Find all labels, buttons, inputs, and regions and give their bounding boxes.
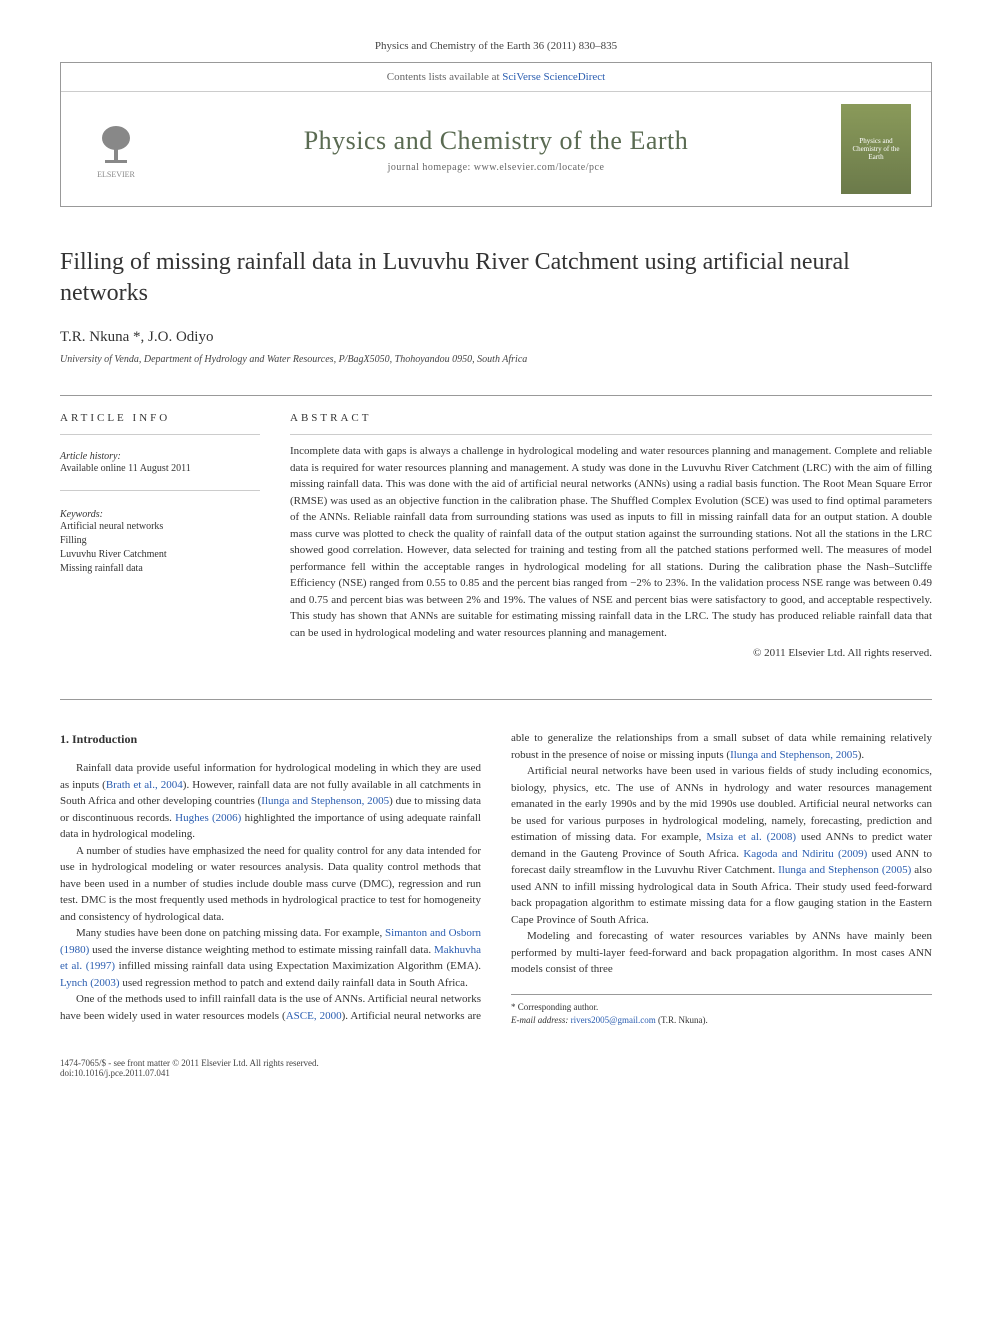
journal-reference: Physics and Chemistry of the Earth 36 (2… — [60, 40, 932, 52]
ref-msiza-2008[interactable]: Msiza et al. (2008) — [706, 831, 796, 843]
p3d: used regression method to patch and exte… — [120, 977, 468, 989]
journal-cover-thumbnail: Physics and Chemistry of the Earth — [841, 104, 911, 194]
abstract-copyright: © 2011 Elsevier Ltd. All rights reserved… — [290, 647, 932, 659]
ref-kagoda-2009[interactable]: Kagoda and Ndiritu (2009) — [743, 848, 867, 860]
homepage-url[interactable]: www.elsevier.com/locate/pce — [474, 162, 605, 173]
sciencedirect-link[interactable]: SciVerse ScienceDirect — [502, 71, 605, 83]
keyword-item: Artificial neural networks — [60, 520, 260, 534]
section-1-title: 1. Introduction — [60, 730, 481, 748]
author-email-link[interactable]: rivers2005@gmail.com — [571, 1015, 656, 1025]
body-text: 1. Introduction Rainfall data provide us… — [60, 730, 932, 1028]
contents-available-line: Contents lists available at SciVerse Sci… — [61, 63, 931, 92]
affiliation: University of Venda, Department of Hydro… — [60, 354, 932, 365]
front-matter-line: 1474-7065/$ - see front matter © 2011 El… — [60, 1058, 319, 1068]
abstract-block: ABSTRACT Incomplete data with gaps is al… — [290, 412, 932, 659]
article-history-label: Article history: — [60, 451, 260, 462]
journal-header: Contents lists available at SciVerse Sci… — [60, 62, 932, 207]
info-abstract-row: ARTICLE INFO Article history: Available … — [60, 395, 932, 659]
p3a: Many studies have been done on patching … — [76, 927, 385, 939]
p3b: used the inverse distance weighting meth… — [89, 944, 434, 956]
article-title: Filling of missing rainfall data in Luvu… — [60, 247, 932, 309]
ref-asce-2000[interactable]: ASCE, 2000 — [286, 1010, 342, 1022]
article-history-text: Available online 11 August 2011 — [60, 462, 260, 476]
doi-line: doi:10.1016/j.pce.2011.07.041 — [60, 1068, 319, 1078]
page-footer: 1474-7065/$ - see front matter © 2011 El… — [60, 1058, 932, 1078]
keyword-item: Missing rainfall data — [60, 562, 260, 576]
journal-title: Physics and Chemistry of the Earth — [151, 126, 841, 156]
journal-homepage: journal homepage: www.elsevier.com/locat… — [151, 162, 841, 173]
elsevier-label: ELSEVIER — [97, 170, 135, 179]
p3c: infilled missing rainfall data using Exp… — [115, 960, 481, 972]
journal-row: ELSEVIER Physics and Chemistry of the Ea… — [61, 92, 931, 206]
journal-title-block: Physics and Chemistry of the Earth journ… — [151, 126, 841, 173]
p6: Modeling and forecasting of water resour… — [511, 928, 932, 978]
section-divider — [60, 699, 932, 700]
ref-ilunga-2005-b[interactable]: Ilunga and Stephenson, 2005 — [730, 749, 858, 761]
corresponding-author-label: * Corresponding author. — [511, 1001, 932, 1015]
p2: A number of studies have emphasized the … — [60, 843, 481, 926]
ref-hughes-2006[interactable]: Hughes (2006) — [175, 812, 241, 824]
elsevier-tree-icon — [91, 120, 141, 170]
authors: T.R. Nkuna *, J.O. Odiyo — [60, 329, 932, 346]
ref-lynch-2003[interactable]: Lynch (2003) — [60, 977, 120, 989]
article-info-heading: ARTICLE INFO — [60, 412, 260, 424]
footer-left: 1474-7065/$ - see front matter © 2011 El… — [60, 1058, 319, 1078]
footnote-block: * Corresponding author. E-mail address: … — [511, 994, 932, 1028]
keyword-item: Filling — [60, 534, 260, 548]
article-info: ARTICLE INFO Article history: Available … — [60, 412, 260, 659]
elsevier-logo: ELSEVIER — [81, 114, 151, 184]
abstract-text: Incomplete data with gaps is always a ch… — [290, 443, 932, 641]
homepage-prefix: journal homepage: — [388, 162, 474, 173]
email-label: E-mail address: — [511, 1015, 571, 1025]
keyword-item: Luvuvhu River Catchment — [60, 548, 260, 562]
keywords-block: Keywords: Artificial neural networks Fil… — [60, 490, 260, 576]
abstract-heading: ABSTRACT — [290, 412, 932, 424]
keywords-label: Keywords: — [60, 509, 260, 520]
ref-brath-2004[interactable]: Brath et al., 2004 — [106, 779, 183, 791]
ref-ilunga-2005-a[interactable]: Ilunga and Stephenson, 2005 — [261, 795, 389, 807]
email-name: (T.R. Nkuna). — [656, 1015, 708, 1025]
ref-ilunga-2005-c[interactable]: Ilunga and Stephenson (2005) — [778, 864, 911, 876]
p4c: ). — [858, 749, 864, 761]
contents-prefix: Contents lists available at — [387, 71, 502, 83]
